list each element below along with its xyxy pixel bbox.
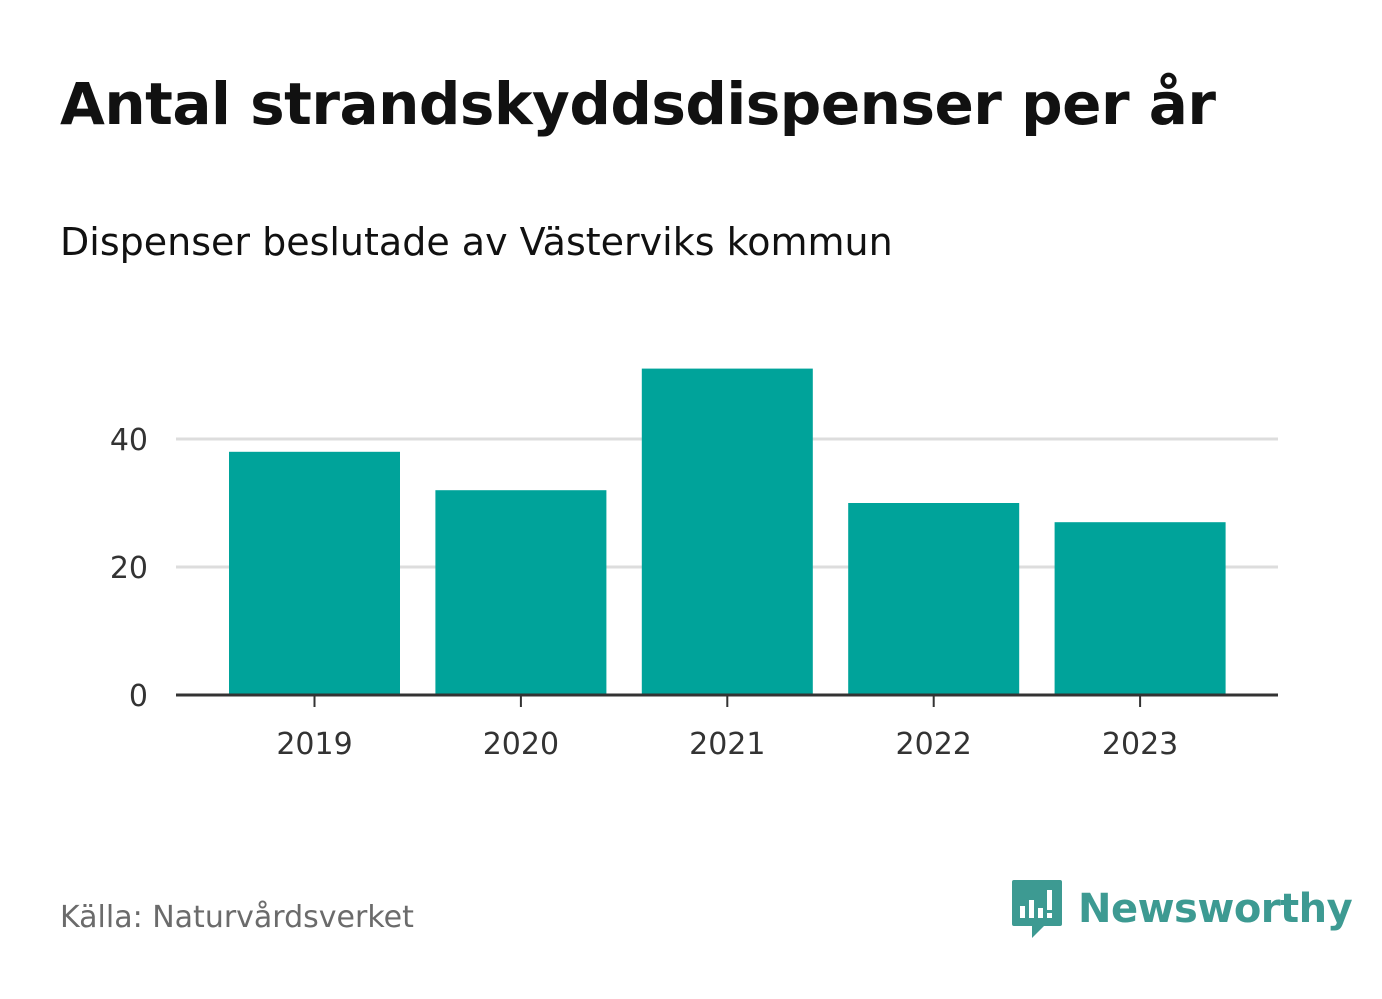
chart-subtitle: Dispenser beslutade av Västerviks kommun	[60, 220, 893, 264]
brand-logo: Newsworthy	[1010, 878, 1353, 940]
newsworthy-logo-icon	[1012, 880, 1062, 938]
brand-name: Newsworthy	[1078, 886, 1353, 932]
bar	[848, 503, 1020, 695]
bar	[229, 451, 400, 695]
x-tick-label: 2019	[276, 727, 352, 762]
y-tick-label: 0	[129, 679, 148, 714]
x-tick-label: 2022	[896, 727, 972, 762]
y-tick-label: 40	[110, 423, 148, 458]
bar	[435, 490, 607, 695]
x-tick-label: 2021	[689, 727, 765, 762]
bar	[641, 368, 813, 695]
x-tick-label: 2023	[1102, 727, 1178, 762]
x-tick-label: 2020	[483, 727, 559, 762]
y-tick-label: 20	[110, 551, 148, 586]
chart-title: Antal strandskyddsdispenser per år	[60, 70, 1216, 138]
bar	[1054, 522, 1226, 695]
source-note: Källa: Naturvårdsverket	[60, 900, 414, 935]
